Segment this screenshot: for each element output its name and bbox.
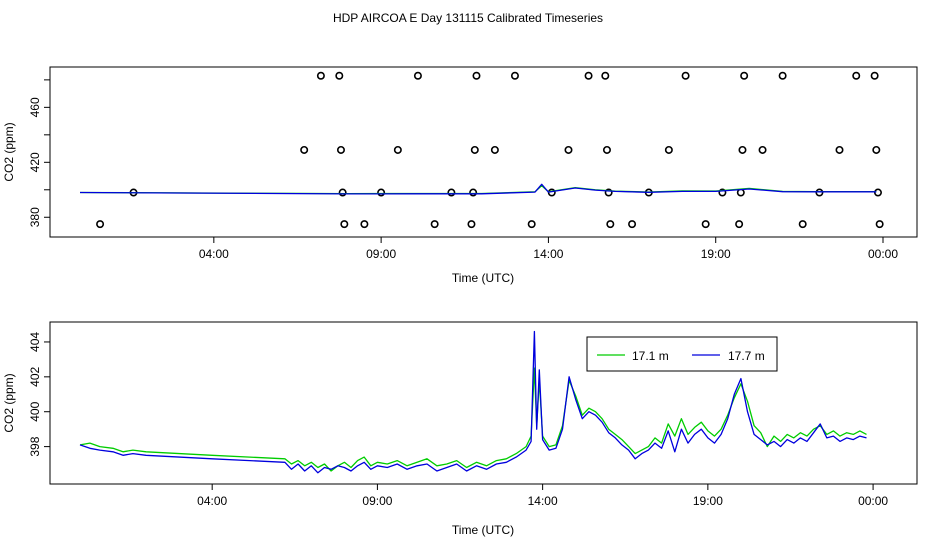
top-data-point bbox=[335, 71, 344, 80]
top-axes: 04:00 09:00 14:00 19:00 00:00 380 420 460 bbox=[28, 79, 898, 261]
top-x-axis-label: Time (UTC) bbox=[452, 271, 514, 285]
top-data-point bbox=[96, 220, 105, 229]
top-data-point bbox=[875, 220, 884, 229]
top-data-point bbox=[602, 145, 611, 154]
bottom-x-tick-label: 09:00 bbox=[362, 494, 392, 508]
top-data-point bbox=[604, 188, 613, 197]
top-data-point bbox=[701, 220, 710, 229]
top-data-point bbox=[601, 71, 610, 80]
bottom-y-tick-label: 400 bbox=[28, 401, 42, 421]
top-data-point bbox=[798, 220, 807, 229]
top-data-point bbox=[469, 188, 478, 197]
top-data-point bbox=[606, 220, 615, 229]
top-data-point bbox=[467, 220, 476, 229]
top-data-point bbox=[377, 188, 386, 197]
top-data-point bbox=[873, 188, 882, 197]
top-data-point bbox=[758, 145, 767, 154]
top-data-point bbox=[872, 145, 881, 154]
legend: 17.1 m 17.7 m bbox=[586, 336, 778, 372]
top-data-point bbox=[360, 220, 369, 229]
top-data-point bbox=[584, 71, 593, 80]
bottom-y-tick-label: 398 bbox=[28, 436, 42, 456]
top-data-point bbox=[778, 71, 787, 80]
top-data-point bbox=[316, 71, 325, 80]
top-data-point bbox=[430, 220, 439, 229]
bottom-y-tick-label: 402 bbox=[28, 367, 42, 387]
top-data-point bbox=[870, 71, 879, 80]
top-y-axis-label: CO2 (ppm) bbox=[2, 122, 16, 181]
bottom-axes: 04:00 09:00 14:00 19:00 00:00 398 400 402 404 bbox=[28, 332, 888, 508]
top-data-point bbox=[681, 71, 690, 80]
top-data-point bbox=[527, 220, 536, 229]
top-data-point bbox=[738, 145, 747, 154]
bottom-x-tick-label: 00:00 bbox=[858, 494, 888, 508]
top-y-tick-label: 460 bbox=[28, 97, 42, 117]
top-data-point bbox=[815, 188, 824, 197]
bottom-x-tick-label: 14:00 bbox=[528, 494, 558, 508]
legend-label-17-1m: 17.1 m bbox=[632, 349, 669, 363]
bottom-series-line-17-7-m bbox=[79, 330, 867, 474]
top-x-tick-label: 19:00 bbox=[701, 247, 731, 261]
top-plot-frame bbox=[49, 66, 918, 238]
top-data-point bbox=[338, 188, 347, 197]
top-data-point bbox=[835, 145, 844, 154]
top-x-tick-label: 04:00 bbox=[199, 247, 229, 261]
top-data-point bbox=[300, 145, 309, 154]
top-y-tick-label: 380 bbox=[28, 207, 42, 227]
top-x-tick-label: 00:00 bbox=[868, 247, 898, 261]
top-x-tick-label: 09:00 bbox=[366, 247, 396, 261]
bottom-x-tick-label: 19:00 bbox=[693, 494, 723, 508]
bottom-series-line-17-1-m bbox=[79, 367, 867, 472]
bottom-y-axis-label: CO2 (ppm) bbox=[2, 373, 16, 432]
top-panel-timeseries-scatter: 04:00 09:00 14:00 19:00 00:00 380 420 460 Time … bbox=[2, 66, 918, 285]
top-data-point bbox=[852, 71, 861, 80]
top-data-point bbox=[470, 145, 479, 154]
top-y-tick-label: 420 bbox=[28, 152, 42, 172]
bottom-panel-tower-levels: 04:00 09:00 14:00 19:00 00:00 398 400 402 404 Ti… bbox=[2, 321, 918, 537]
legend-box bbox=[586, 336, 778, 372]
figure-title: HDP AIRCOA E Day 131115 Calibrated Times… bbox=[333, 11, 603, 25]
bottom-x-tick-label: 04:00 bbox=[197, 494, 227, 508]
top-data-point bbox=[393, 145, 402, 154]
top-data-point bbox=[740, 71, 749, 80]
top-data-point bbox=[510, 71, 519, 80]
bottom-plot-marks bbox=[79, 330, 867, 474]
bottom-plot-frame bbox=[49, 321, 918, 485]
bottom-x-axis-label: Time (UTC) bbox=[452, 523, 514, 537]
top-series-line-series-2 bbox=[79, 183, 877, 195]
top-data-point bbox=[490, 145, 499, 154]
top-data-point bbox=[718, 188, 727, 197]
top-data-point bbox=[564, 145, 573, 154]
top-x-tick-label: 14:00 bbox=[533, 247, 563, 261]
top-data-point bbox=[340, 220, 349, 229]
top-data-point bbox=[472, 71, 481, 80]
top-plot-marks bbox=[79, 71, 884, 229]
top-data-point bbox=[735, 220, 744, 229]
top-data-point bbox=[447, 188, 456, 197]
legend-label-17-7m: 17.7 m bbox=[728, 349, 765, 363]
top-data-point bbox=[413, 71, 422, 80]
top-data-point bbox=[336, 145, 345, 154]
top-data-point bbox=[664, 145, 673, 154]
top-data-point bbox=[628, 220, 637, 229]
bottom-y-tick-label: 404 bbox=[28, 332, 42, 352]
